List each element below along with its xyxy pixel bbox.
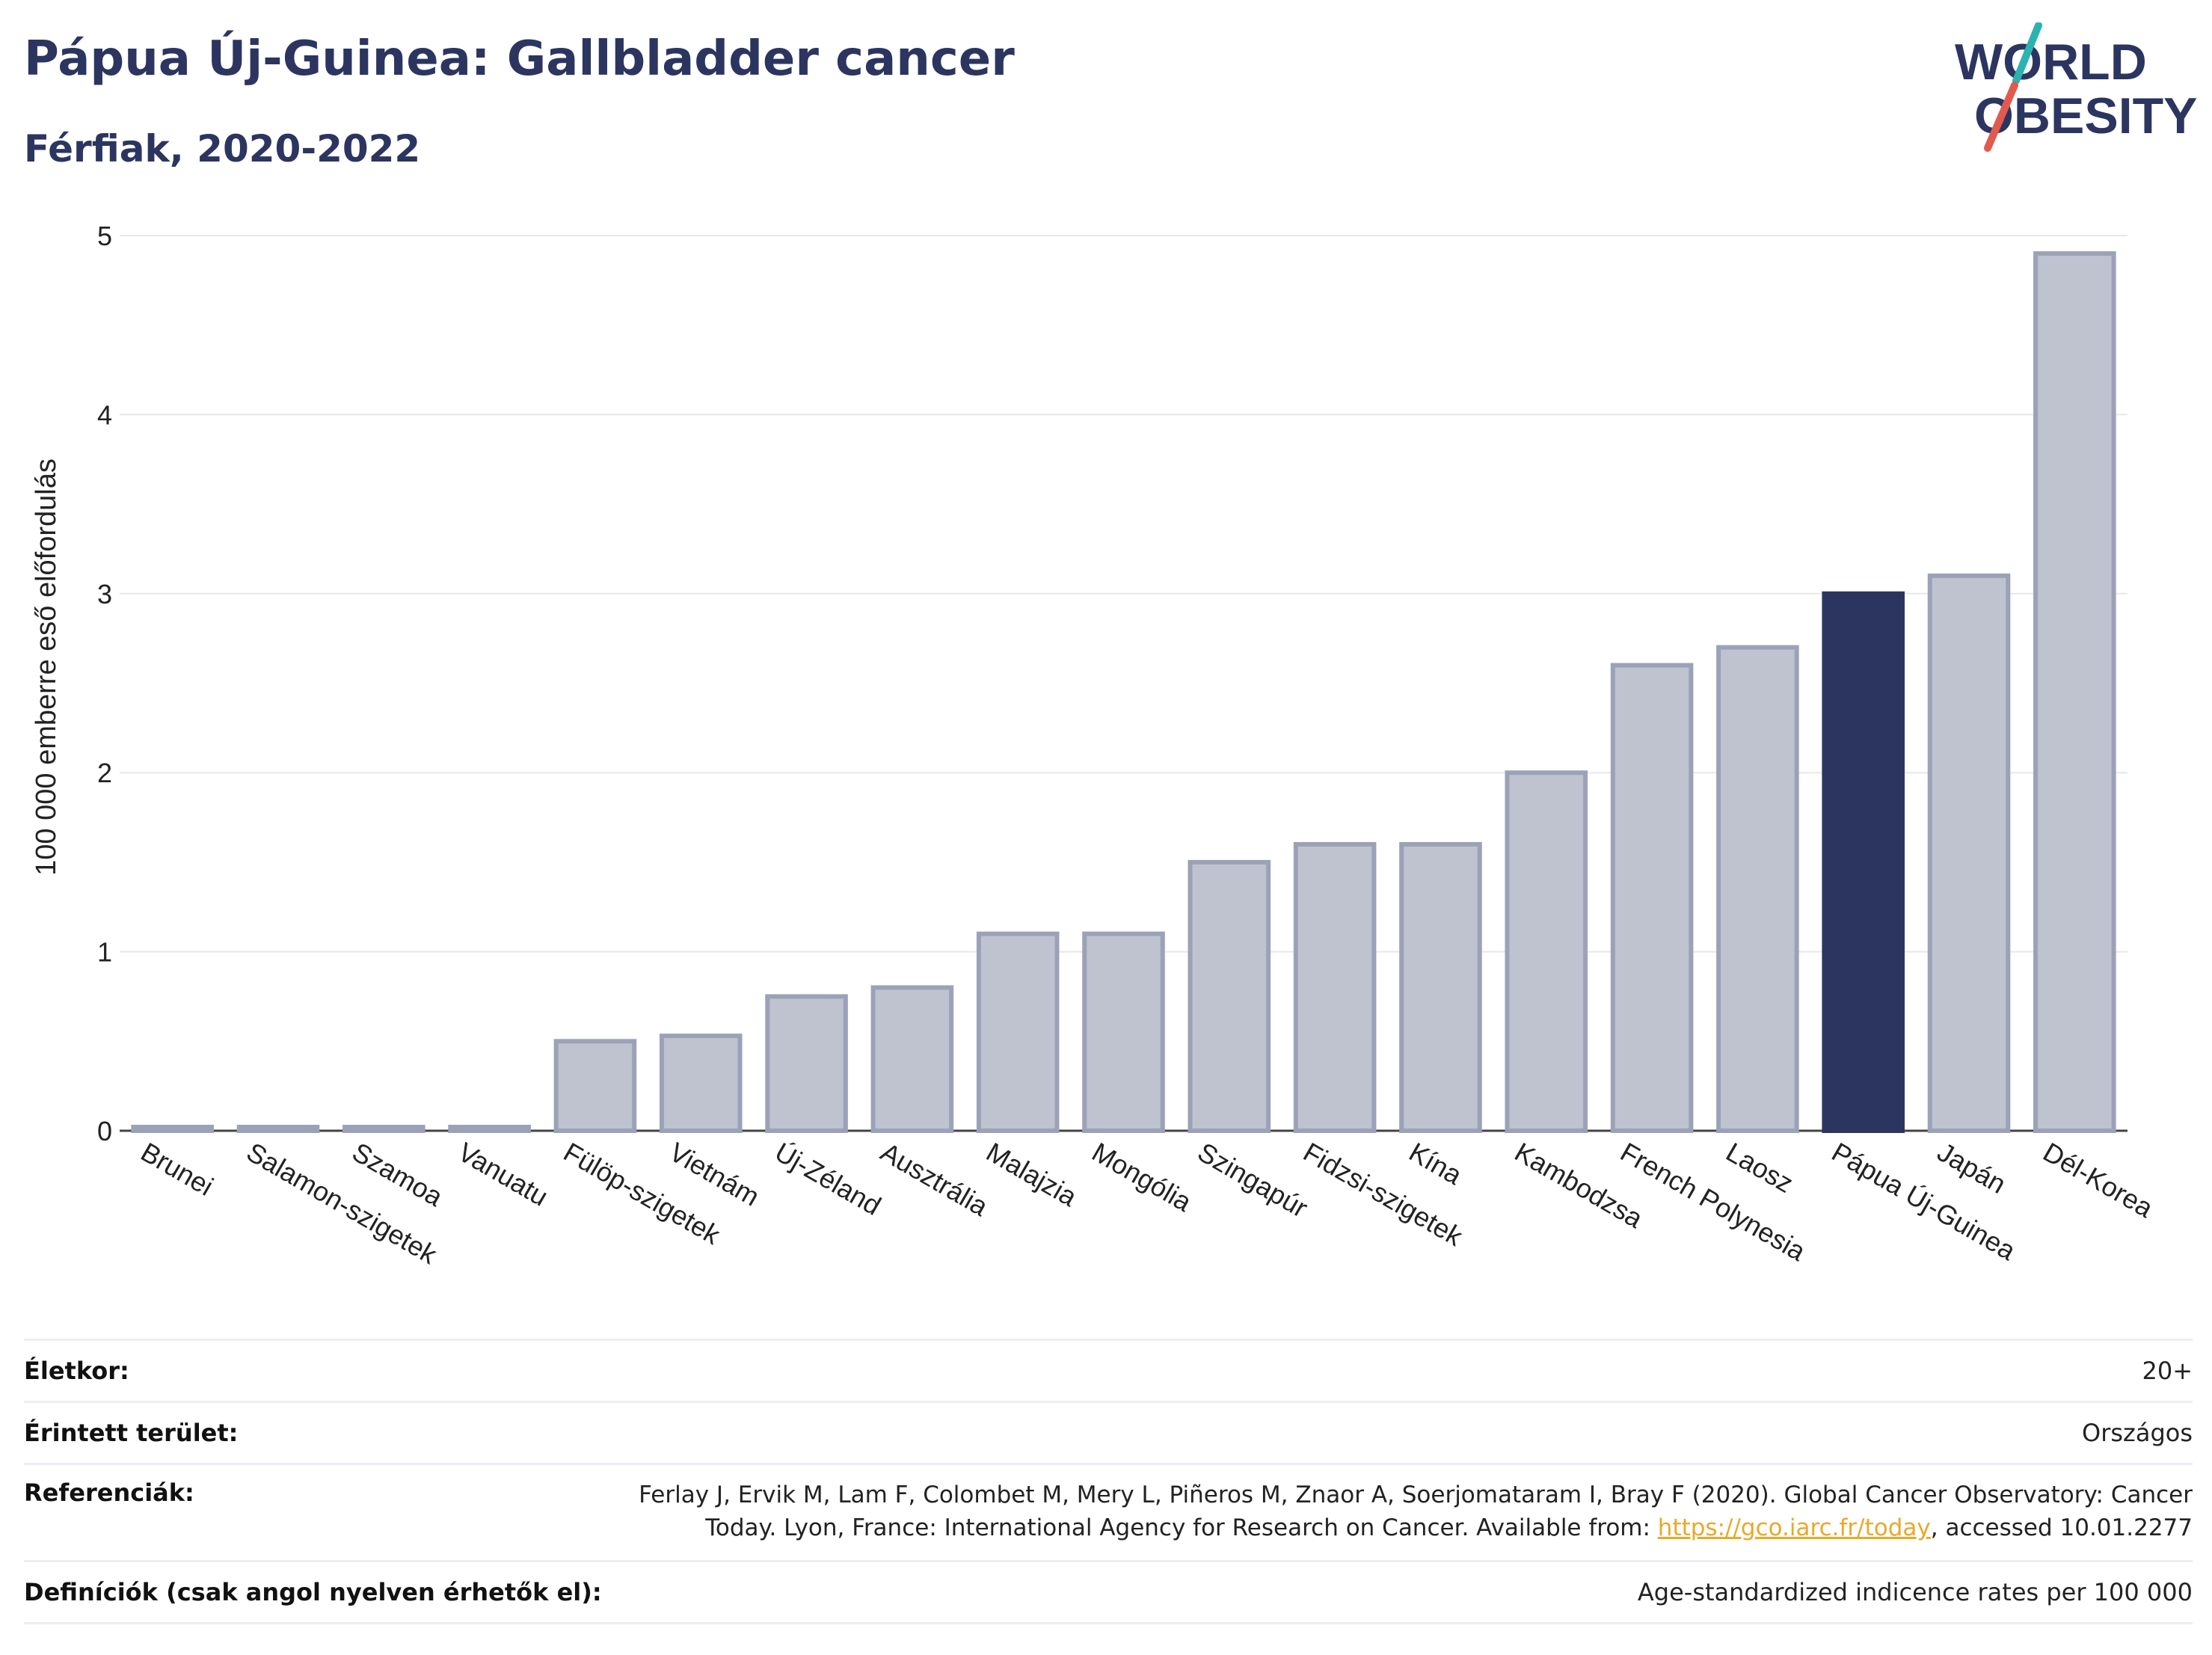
reference-text-3: , accessed 10.01.2277 [1930, 1514, 2193, 1541]
x-tick-label: Szingapúr [1193, 1136, 1313, 1223]
meta-row-definitions: Definíciók (csak angol nyelven érhetők e… [24, 1560, 2193, 1624]
bar [553, 1039, 637, 1134]
x-tick-label: Laosz [1721, 1136, 1798, 1199]
bar [976, 931, 1060, 1134]
references-value: Ferlay J, Ervik M, Lam F, Colombet M, Me… [639, 1479, 2193, 1544]
references-label: Referenciák: [24, 1479, 194, 1507]
y-tick-label: 4 [97, 399, 112, 430]
age-value: 20+ [2142, 1357, 2193, 1385]
reference-text-1: Ferlay J, Ervik M, Lam F, Colombet M, Me… [639, 1481, 2193, 1508]
bar-highlighted [1822, 591, 1905, 1133]
logo-line-1: WORLD [1955, 34, 2147, 90]
bar [131, 1125, 214, 1133]
y-axis-label: 100 000 emberre eső előfordulás [31, 458, 62, 876]
x-tick-label: Vanuatu [453, 1136, 553, 1212]
x-tick-label: Malajzia [981, 1136, 1083, 1212]
y-tick-label: 1 [97, 937, 112, 968]
bar [765, 994, 848, 1133]
x-tick-label: Brunei [136, 1136, 219, 1202]
bar [1399, 841, 1482, 1133]
age-label: Életkor: [24, 1357, 129, 1385]
bar [1188, 859, 1271, 1134]
world-obesity-logo: WORLD OBESITY [1955, 22, 2198, 152]
meta-row-area: Érintett terület: Országos [24, 1401, 2193, 1463]
x-tick-label: Mongólia [1087, 1136, 1198, 1218]
area-label: Érintett terület: [24, 1419, 239, 1447]
logo-slash-red [1984, 82, 2018, 152]
definitions-label: Definíciók (csak angol nyelven érhetők e… [24, 1578, 602, 1606]
bar [1505, 770, 1588, 1133]
y-tick-label: 5 [97, 221, 112, 251]
bar [1716, 645, 1799, 1133]
chart-subtitle: Férfiak, 2020-2022 [24, 127, 421, 171]
bar [870, 985, 954, 1133]
bar [342, 1125, 425, 1133]
x-tick-label: Salamon-szigetek [242, 1136, 443, 1270]
bars [131, 251, 2116, 1134]
x-tick-label: Japán [1932, 1136, 2011, 1200]
y-tick-label: 2 [97, 758, 112, 788]
y-tick-labels: 0 1 2 3 4 5 [97, 221, 112, 1146]
reference-link[interactable]: https://gco.iarc.fr/today [1657, 1514, 1931, 1541]
bar [659, 1034, 743, 1134]
bar [448, 1125, 531, 1133]
reference-text-2: Today. Lyon, France: International Agenc… [705, 1514, 1658, 1541]
meta-row-references: Referenciák: Ferlay J, Ervik M, Lam F, C… [24, 1463, 2193, 1560]
definitions-value: Age-standardized indicence rates per 100… [1637, 1578, 2193, 1606]
bar [1082, 931, 1165, 1134]
x-tick-label: Új-Zéland [770, 1136, 887, 1221]
x-tick-label: Pápua Új-Guinea [1827, 1136, 2022, 1266]
x-tick-label: Ausztrália [876, 1136, 994, 1222]
y-tick-label: 3 [97, 579, 112, 610]
y-tick-label: 0 [97, 1116, 112, 1146]
metadata-table: Életkor: 20+ Érintett terület: Országos … [24, 1339, 2193, 1624]
area-value: Országos [2082, 1419, 2193, 1447]
bar [1610, 663, 1694, 1133]
logo-slash-teal [2012, 22, 2042, 85]
bar [2033, 251, 2116, 1134]
meta-row-age: Életkor: 20+ [24, 1339, 2193, 1401]
x-tick-label: Dél-Korea [2038, 1136, 2159, 1223]
bar [236, 1125, 320, 1133]
bar [1293, 841, 1377, 1133]
x-tick-label: Kína [1404, 1136, 1467, 1191]
bar [1927, 573, 2011, 1133]
x-tick-label: French Polynesia [1615, 1136, 1811, 1267]
chart-title: Pápua Új-Guinea: Gallbladder cancer [24, 31, 1015, 87]
